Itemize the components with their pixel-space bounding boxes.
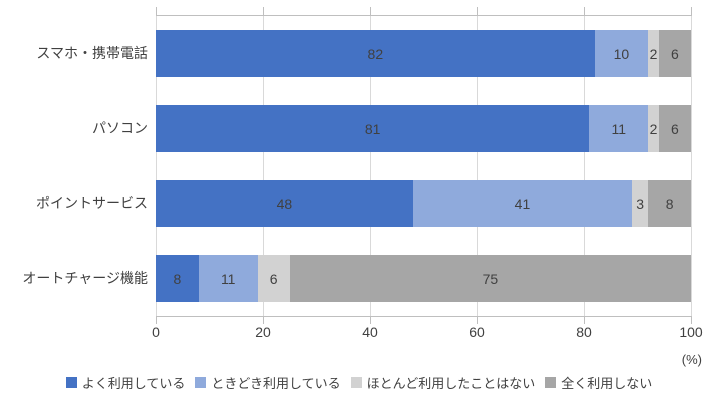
legend-item: ほとんど利用したことはない bbox=[350, 373, 536, 392]
axis-tick-top bbox=[369, 7, 371, 16]
bar-row: 82 10 2 6 bbox=[156, 16, 691, 91]
stacked-bar: 8 11 6 75 bbox=[156, 255, 691, 302]
bar-row: 48 41 3 8 bbox=[156, 166, 691, 241]
axis-tick-top bbox=[690, 7, 692, 16]
bar-segment: 82 bbox=[156, 30, 595, 77]
bar-segment: 75 bbox=[289, 255, 691, 302]
bar-segment: 2 bbox=[648, 30, 659, 77]
bar-segment: 11 bbox=[198, 255, 258, 302]
gridline bbox=[476, 16, 478, 316]
axis-tick-bottom bbox=[476, 316, 478, 324]
stacked-bar: 48 41 3 8 bbox=[156, 180, 691, 227]
axis-tick-bottom bbox=[690, 316, 692, 324]
legend: よく利用している ときどき利用している ほとんど利用したことはない 全く利用しない bbox=[0, 373, 718, 392]
category-label: オートチャージ機能 bbox=[22, 269, 148, 286]
x-tick-label: 100 bbox=[679, 324, 703, 340]
bar-segment: 81 bbox=[156, 105, 590, 152]
axis-tick-top bbox=[583, 7, 585, 16]
legend-marker-icon bbox=[65, 377, 77, 388]
axis-tick-top bbox=[476, 7, 478, 16]
bar-segment: 8 bbox=[156, 255, 199, 302]
x-tick-label: 20 bbox=[255, 324, 271, 340]
category-axis: スマホ・携帯電話パソコンポイントサービスオートチャージ機能 bbox=[0, 15, 148, 315]
x-tick-label: 80 bbox=[576, 324, 592, 340]
legend-label: よく利用している bbox=[81, 376, 186, 391]
x-tick-label: 40 bbox=[362, 324, 378, 340]
gridline bbox=[262, 16, 264, 316]
bar-segment: 6 bbox=[257, 255, 290, 302]
bar-segment: 48 bbox=[156, 180, 413, 227]
bar-segment: 8 bbox=[648, 180, 691, 227]
gridline bbox=[369, 16, 371, 316]
legend-item: よく利用している bbox=[65, 373, 186, 392]
bar-segment: 41 bbox=[412, 180, 633, 227]
x-tick-label: 0 bbox=[152, 324, 160, 340]
axis-tick-bottom bbox=[369, 316, 371, 324]
legend-label: ときどき利用している bbox=[211, 376, 341, 391]
bar-segment: 11 bbox=[589, 105, 649, 152]
legend-marker-icon bbox=[195, 377, 207, 388]
bar-segment: 6 bbox=[658, 105, 691, 152]
x-axis-unit-label: (%) bbox=[681, 352, 702, 367]
axis-tick-bottom bbox=[155, 316, 157, 324]
legend-label: 全く利用しない bbox=[561, 376, 653, 391]
bar-row: 81 11 2 6 bbox=[156, 91, 691, 166]
stacked-bar: 82 10 2 6 bbox=[156, 30, 691, 77]
bar-segment: 2 bbox=[648, 105, 659, 152]
axis-tick-bottom bbox=[262, 316, 264, 324]
bar-row: 8 11 6 75 bbox=[156, 241, 691, 316]
category-label: スマホ・携帯電話 bbox=[36, 44, 148, 61]
gridline bbox=[690, 16, 692, 316]
legend-item: 全く利用しない bbox=[545, 373, 652, 392]
bar-segment: 10 bbox=[594, 30, 649, 77]
bar-rows: 82 10 2 6 81 11 2 6 48 41 3 8 8 11 6 75 bbox=[156, 16, 691, 316]
gridline bbox=[583, 16, 585, 316]
bar-segment: 6 bbox=[658, 30, 691, 77]
legend-item: ときどき利用している bbox=[195, 373, 341, 392]
plot-area: 82 10 2 6 81 11 2 6 48 41 3 8 8 11 6 75 bbox=[155, 7, 692, 324]
legend-marker-icon bbox=[350, 377, 362, 388]
axis-tick-top bbox=[155, 7, 157, 16]
category-label: ポイントサービス bbox=[36, 194, 148, 211]
x-axis: 0 20 40 60 80 100 bbox=[152, 324, 703, 344]
gridline bbox=[155, 16, 157, 316]
legend-marker-icon bbox=[545, 377, 557, 388]
bar-segment: 3 bbox=[632, 180, 649, 227]
x-tick-label: 60 bbox=[469, 324, 485, 340]
axis-tick-bottom bbox=[583, 316, 585, 324]
category-label: パソコン bbox=[92, 119, 148, 136]
stacked-bar: 81 11 2 6 bbox=[156, 105, 691, 152]
legend-label: ほとんど利用したことはない bbox=[366, 376, 536, 391]
axis-tick-top bbox=[262, 7, 264, 16]
